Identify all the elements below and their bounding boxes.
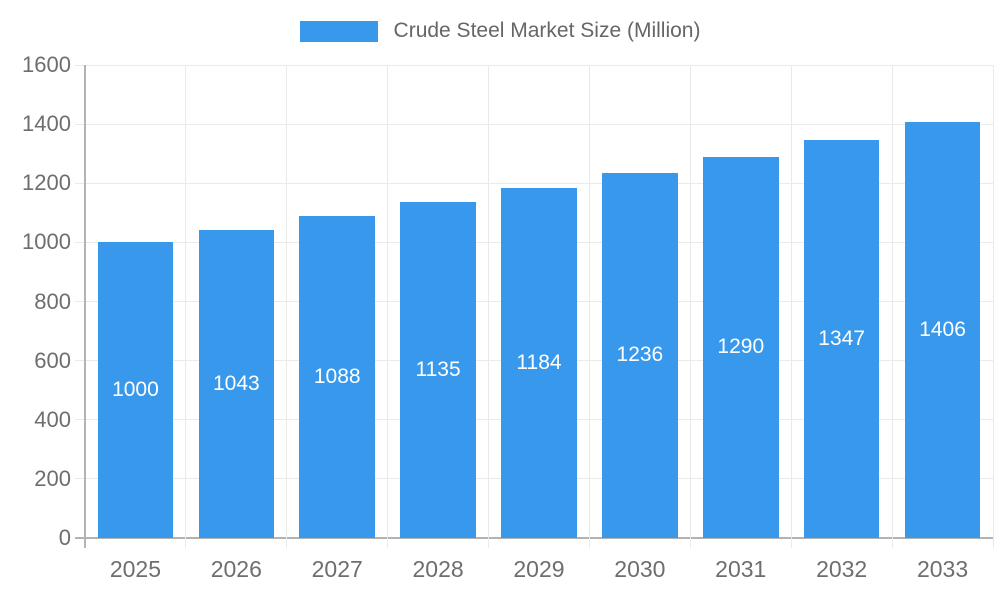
bar-value-label: 1043: [212, 371, 260, 395]
y-axis-tick-label: 1400: [22, 111, 71, 137]
y-axis-tick-label: 400: [34, 406, 71, 432]
v-gridline: [790, 65, 792, 548]
bar[interactable]: 1406: [904, 122, 981, 538]
bar[interactable]: 1236: [602, 172, 678, 538]
v-gridline: [588, 65, 590, 548]
v-gridline: [387, 65, 389, 548]
bar-value-label: 1236: [616, 343, 664, 367]
bar-value-label: 1347: [818, 326, 866, 350]
y-axis-tick-label: 200: [34, 465, 71, 491]
v-gridline: [891, 65, 893, 548]
bar-value-label: 1184: [516, 350, 562, 374]
x-axis-tick-label: 2030: [614, 556, 666, 582]
h-gridline: [75, 182, 993, 184]
bar-value-label: 1088: [313, 365, 361, 389]
v-gridline: [488, 65, 490, 548]
x-axis-tick-label: 2025: [109, 556, 162, 582]
x-axis-tick-label: 2031: [715, 556, 767, 582]
bar-value-label: 1000: [112, 378, 159, 402]
x-axis-tick-label: 2029: [513, 556, 565, 582]
y-axis-line: [84, 65, 86, 548]
x-axis-line: [75, 537, 993, 539]
bar[interactable]: 1290: [702, 156, 779, 538]
x-axis-tick-label: 2033: [916, 556, 969, 582]
y-axis-tick-label: 1000: [22, 229, 71, 255]
legend-swatch: [299, 20, 378, 42]
bar[interactable]: 1135: [400, 202, 476, 538]
legend[interactable]: Crude Steel Market Size (Million): [0, 19, 1000, 43]
bar[interactable]: 1000: [97, 242, 174, 538]
bar[interactable]: 1088: [299, 216, 376, 538]
y-axis-tick-label: 600: [34, 347, 71, 373]
y-axis-tick-label: 1600: [22, 52, 71, 77]
h-gridline: [75, 64, 993, 66]
bar[interactable]: 1184: [501, 187, 577, 538]
v-gridline: [689, 65, 691, 548]
x-axis-tick-label: 2027: [311, 556, 363, 582]
legend-label: Crude Steel Market Size (Million): [393, 19, 701, 42]
bar-value-label: 1290: [717, 335, 765, 359]
v-gridline: [992, 65, 994, 548]
x-axis-tick-label: 2026: [210, 556, 262, 582]
x-axis-tick-label: 2028: [412, 556, 464, 582]
h-gridline: [75, 123, 993, 125]
y-axis-tick-label: 0: [58, 525, 71, 550]
v-gridline: [286, 65, 288, 548]
bar-value-label: 1406: [919, 318, 966, 342]
y-axis-tick-label: 800: [34, 288, 71, 314]
bar[interactable]: 1347: [803, 139, 880, 538]
y-axis-tick-label: 1200: [22, 170, 71, 196]
x-axis-tick-label: 2032: [816, 556, 868, 582]
bar-value-label: 1135: [415, 358, 461, 382]
bar[interactable]: 1043: [198, 229, 275, 538]
v-gridline: [185, 65, 187, 548]
